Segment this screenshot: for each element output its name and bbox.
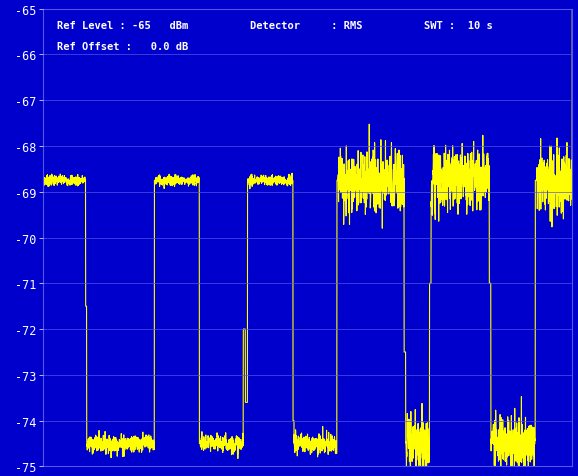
Text: Ref Level : -65   dBm: Ref Level : -65 dBm (57, 21, 188, 31)
Text: Ref Offset :   0.0 dB: Ref Offset : 0.0 dB (57, 41, 188, 51)
Text: SWT :  10 s: SWT : 10 s (424, 21, 493, 31)
Text: Detector     : RMS: Detector : RMS (250, 21, 362, 31)
